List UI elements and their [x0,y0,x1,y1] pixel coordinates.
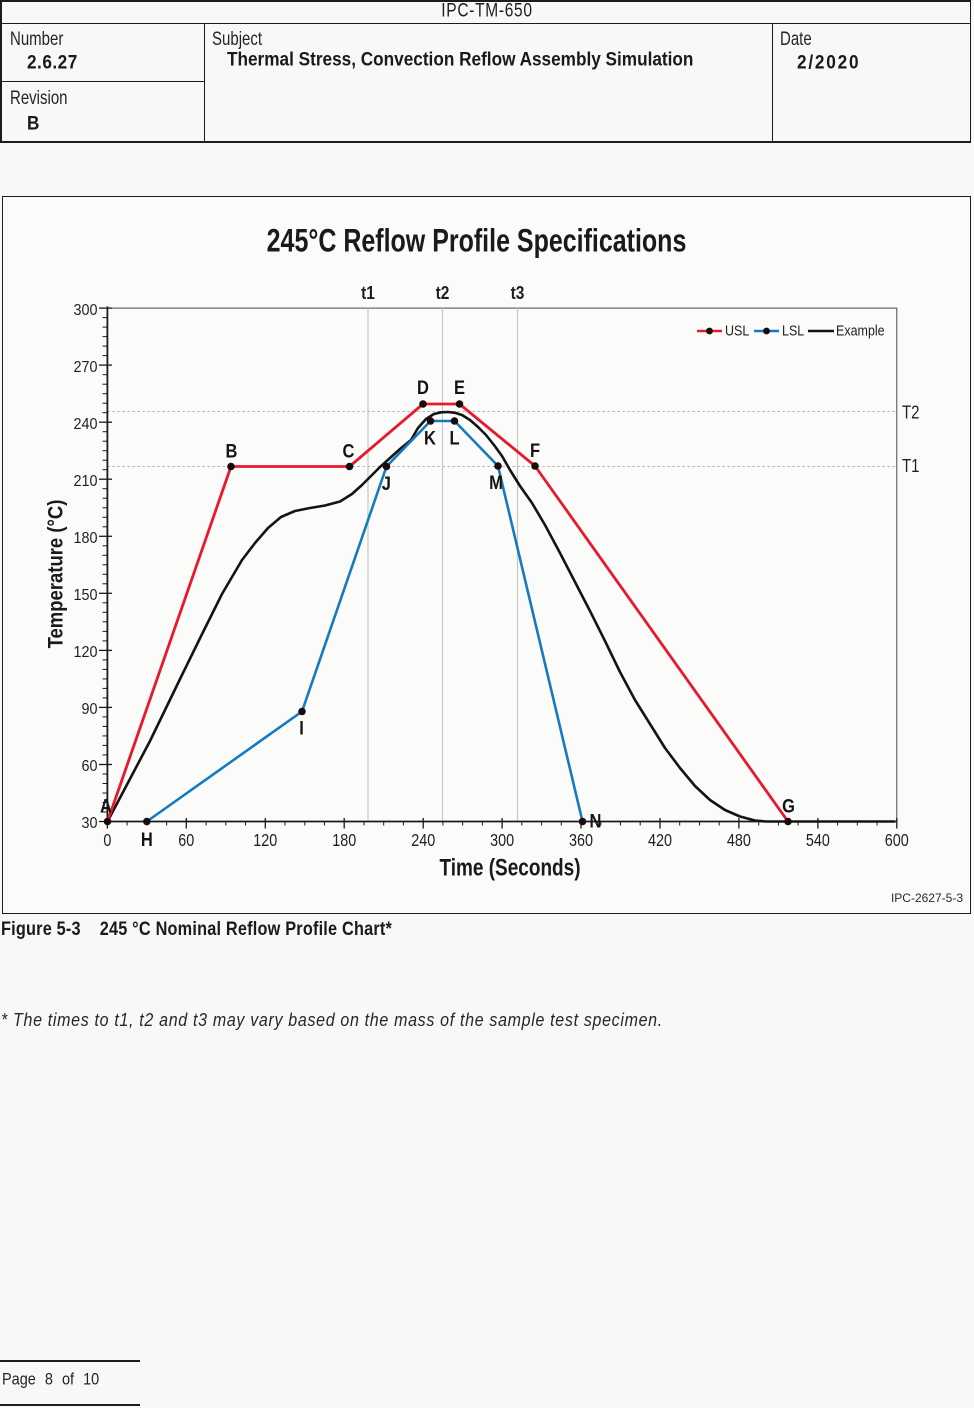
svg-text:A: A [100,795,112,817]
svg-text:IPC-2627-5-3: IPC-2627-5-3 [891,891,963,905]
svg-text:210: 210 [73,472,97,490]
svg-text:I: I [299,717,304,739]
svg-text:180: 180 [332,831,356,851]
svg-text:LSL: LSL [782,323,805,339]
svg-text:60: 60 [82,757,98,775]
svg-text:T2: T2 [902,402,920,423]
svg-text:Temperature (°C): Temperature (°C) [44,500,67,649]
svg-text:J: J [382,473,391,495]
svg-text:E: E [454,377,465,399]
svg-text:G: G [782,795,795,817]
svg-text:0: 0 [103,831,111,851]
svg-text:300: 300 [490,831,514,851]
svg-text:240: 240 [73,415,97,433]
svg-text:t3: t3 [511,283,525,304]
svg-text:L: L [449,427,459,449]
svg-text:H: H [141,829,153,851]
svg-text:T1: T1 [902,455,920,476]
svg-text:245°C Reflow Profile Specifica: 245°C Reflow Profile Specifications [267,223,687,259]
svg-text:120: 120 [253,831,277,851]
svg-text:300: 300 [73,301,97,319]
svg-text:B: B [226,440,238,462]
svg-text:t2: t2 [436,283,450,304]
svg-text:C: C [343,440,355,462]
svg-text:480: 480 [727,831,751,851]
svg-text:540: 540 [806,831,830,851]
svg-text:420: 420 [648,831,672,851]
svg-text:180: 180 [73,529,97,547]
svg-text:t1: t1 [361,283,375,304]
svg-text:360: 360 [569,831,593,851]
svg-text:150: 150 [73,586,97,604]
svg-text:Example: Example [836,323,885,339]
svg-text:Time (Seconds): Time (Seconds) [439,855,580,882]
svg-text:90: 90 [82,700,98,718]
svg-text:270: 270 [73,358,97,376]
svg-text:60: 60 [178,831,194,851]
svg-text:M: M [489,472,503,494]
svg-text:30: 30 [82,814,98,832]
svg-text:120: 120 [73,643,97,661]
svg-text:K: K [424,427,436,449]
svg-text:USL: USL [725,323,750,339]
svg-text:D: D [417,377,429,399]
svg-text:240: 240 [411,831,435,851]
svg-text:F: F [530,440,540,462]
svg-text:600: 600 [885,831,909,851]
svg-text:N: N [590,810,602,832]
